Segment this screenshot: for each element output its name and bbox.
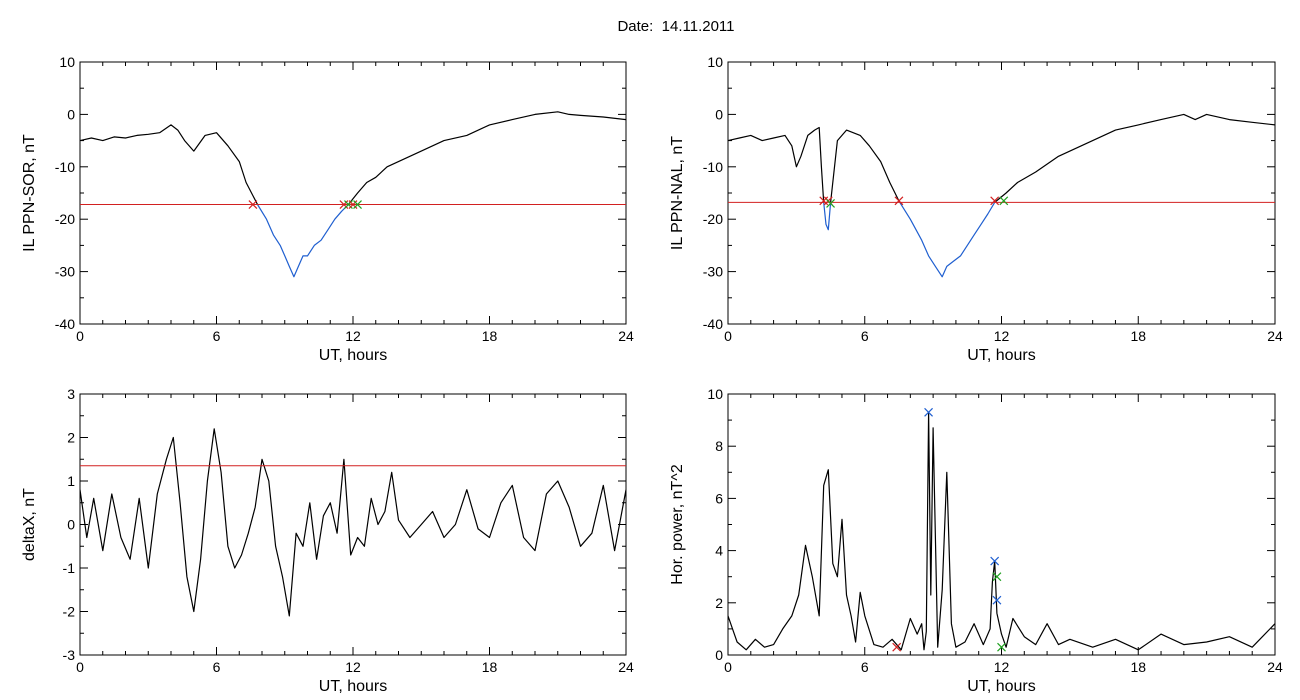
y-tick-label: -3 bbox=[63, 647, 76, 663]
x-marker bbox=[992, 595, 1002, 605]
y-axis-label: IL PPN-SOR, nT bbox=[21, 134, 38, 252]
plot-area bbox=[728, 407, 1275, 652]
x-tick-label: 18 bbox=[482, 328, 498, 344]
x-tick-label: 18 bbox=[1130, 328, 1146, 344]
x-marker bbox=[997, 642, 1006, 652]
x-marker bbox=[892, 642, 902, 652]
series-line-1 bbox=[728, 411, 1275, 651]
series-line-1 bbox=[728, 126, 825, 203]
x-marker bbox=[248, 200, 258, 209]
y-tick-label: -30 bbox=[703, 264, 723, 280]
x-tick-label: 6 bbox=[213, 659, 221, 675]
chart-panel-2: 0 6 12 18 24 10 0 -10 -20 -30 -40 UT, hours IL PPN-N… bbox=[669, 54, 1283, 364]
x-tick-label: 0 bbox=[724, 659, 732, 675]
y-tick-label: -1 bbox=[63, 560, 76, 576]
x-tick-label: 18 bbox=[1130, 659, 1146, 675]
y-tick-label: 10 bbox=[707, 386, 723, 402]
y-tick-label: 10 bbox=[707, 54, 723, 70]
y-axis-label: Hor. power, nT^2 bbox=[669, 464, 686, 585]
y-tick-label: -20 bbox=[55, 211, 75, 227]
y-tick-label: 1 bbox=[67, 473, 75, 489]
x-marker bbox=[353, 200, 362, 209]
x-marker bbox=[826, 199, 835, 208]
series-line-5 bbox=[994, 113, 1275, 203]
y-tick-label: 0 bbox=[67, 106, 75, 122]
x-tick-label: 0 bbox=[76, 328, 84, 344]
plot-frame bbox=[79, 61, 627, 325]
y-tick-label: 2 bbox=[67, 430, 75, 446]
x-tick-label: 6 bbox=[213, 328, 221, 344]
plot-area bbox=[728, 113, 1275, 278]
y-tick-label: -20 bbox=[703, 211, 723, 227]
y-tick-label: -10 bbox=[703, 159, 723, 175]
series-line-3 bbox=[347, 111, 626, 205]
plot-frame bbox=[727, 393, 1276, 656]
y-tick-label: -30 bbox=[55, 264, 75, 280]
x-marker bbox=[999, 196, 1009, 206]
y-tick-label: 2 bbox=[715, 595, 723, 611]
x-tick-label: 6 bbox=[861, 328, 869, 344]
y-tick-label: 4 bbox=[715, 543, 723, 559]
x-tick-label: 12 bbox=[994, 328, 1010, 344]
x-marker bbox=[990, 556, 1000, 566]
x-marker bbox=[894, 196, 904, 206]
y-tick-label: 0 bbox=[67, 517, 75, 533]
x-tick-label: 6 bbox=[861, 659, 869, 675]
x-axis-label: UT, hours bbox=[319, 347, 387, 364]
series-line-1 bbox=[80, 428, 626, 617]
chart-panel-3: 0 6 12 18 24 3 2 1 0 -1 -2 -3 UT, hours deltaX, nT bbox=[21, 386, 634, 695]
y-tick-label: 0 bbox=[715, 647, 723, 663]
series-line-2 bbox=[823, 202, 832, 231]
figure-title: Date: 14.11.2011 bbox=[617, 18, 735, 35]
x-tick-label: 24 bbox=[1267, 659, 1283, 675]
series-line-1 bbox=[80, 124, 259, 205]
y-axis-label: deltaX, nT bbox=[21, 488, 38, 561]
x-tick-label: 12 bbox=[345, 328, 361, 344]
x-axis-label: UT, hours bbox=[967, 347, 1035, 364]
series-line-2 bbox=[256, 204, 349, 278]
x-tick-label: 12 bbox=[345, 659, 361, 675]
y-tick-label: -2 bbox=[63, 604, 76, 620]
x-tick-label: 0 bbox=[76, 659, 84, 675]
x-tick-label: 0 bbox=[724, 328, 732, 344]
x-axis-label: UT, hours bbox=[967, 678, 1035, 695]
x-marker bbox=[924, 407, 933, 417]
y-tick-label: -10 bbox=[55, 159, 75, 175]
series-line-3 bbox=[830, 129, 900, 203]
y-tick-label: 0 bbox=[715, 106, 723, 122]
x-tick-label: 24 bbox=[1267, 328, 1283, 344]
x-marker bbox=[990, 196, 1000, 206]
y-axis-label: IL PPN-NAL, nT bbox=[669, 136, 686, 250]
x-tick-label: 24 bbox=[618, 659, 634, 675]
series-line-4 bbox=[898, 200, 996, 278]
chart-panel-4: 0 6 12 18 24 10 8 6 4 2 0 UT, hours Hor. power, nT^2 bbox=[669, 386, 1283, 695]
plot-area bbox=[80, 428, 626, 617]
plot-frame bbox=[727, 61, 1276, 325]
y-tick-label: 10 bbox=[59, 54, 75, 70]
chart-panel-1: 0 6 12 18 24 10 0 -10 -20 -30 -40 UT, hours IL PPN-S… bbox=[21, 54, 634, 364]
plot-frame bbox=[79, 393, 627, 656]
y-tick-label: -40 bbox=[55, 316, 75, 332]
x-tick-label: 18 bbox=[482, 659, 498, 675]
y-tick-label: -40 bbox=[703, 316, 723, 332]
y-tick-label: 3 bbox=[67, 386, 75, 402]
x-axis-label: UT, hours bbox=[319, 678, 387, 695]
x-marker bbox=[992, 572, 1002, 582]
y-tick-label: 6 bbox=[715, 490, 723, 506]
x-tick-label: 12 bbox=[994, 659, 1010, 675]
y-tick-label: 8 bbox=[715, 438, 723, 454]
plot-area bbox=[80, 111, 626, 278]
x-tick-label: 24 bbox=[618, 328, 634, 344]
